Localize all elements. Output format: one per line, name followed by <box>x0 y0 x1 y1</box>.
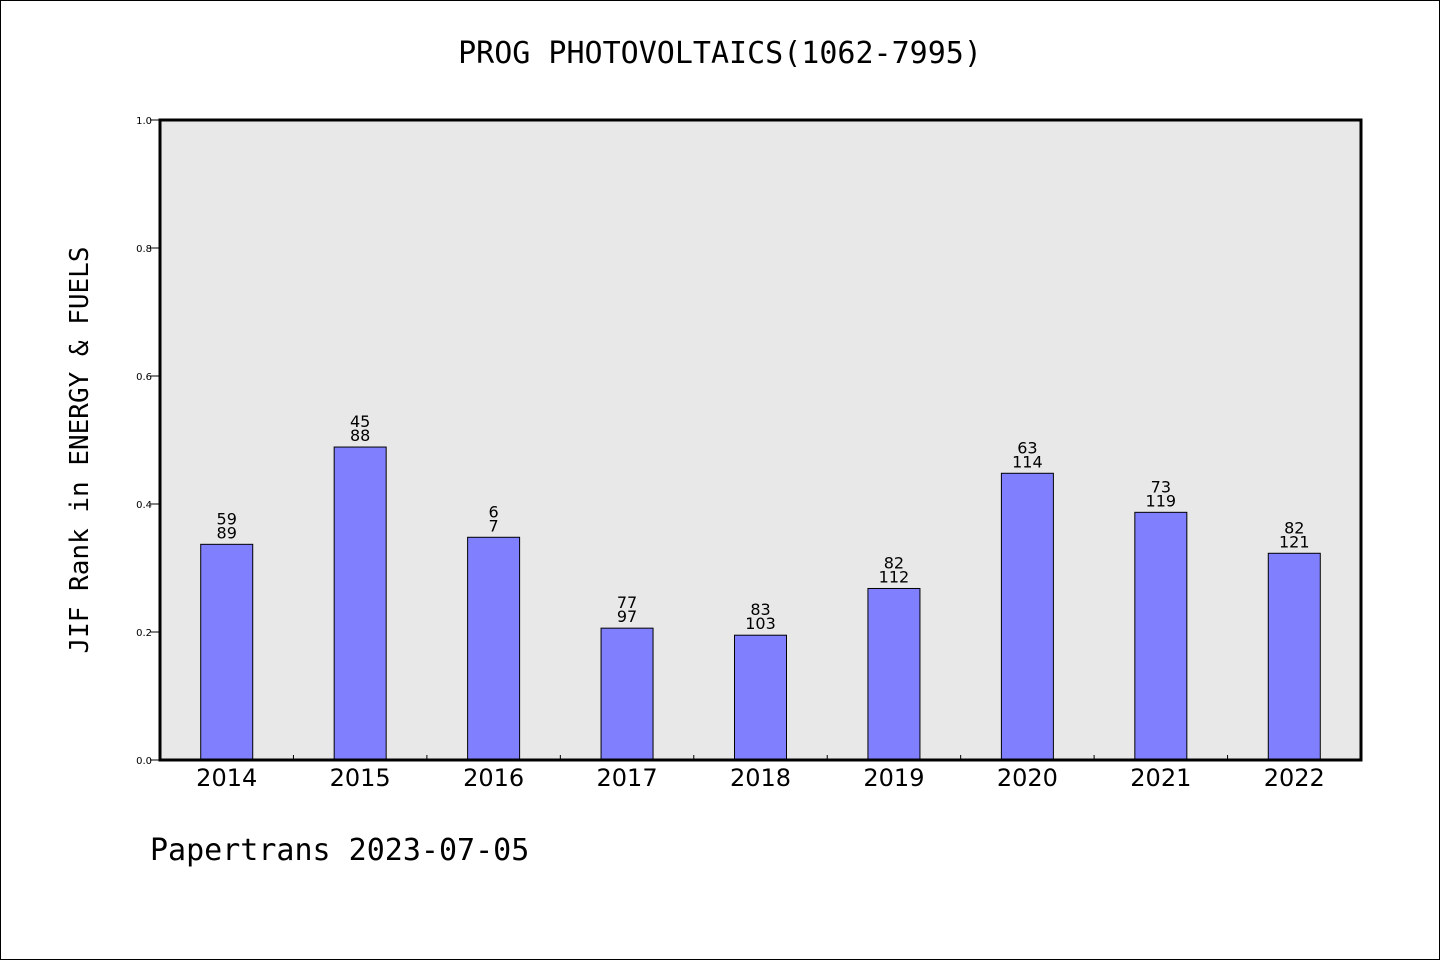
bar-rank-label: 83 <box>750 600 770 619</box>
bar-total-label: 88 <box>350 426 370 445</box>
footer-credit: Papertrans 2023-07-05 <box>150 833 530 868</box>
bar <box>1134 511 1188 761</box>
bar-total-label: 89 <box>217 523 237 542</box>
bar <box>200 543 254 761</box>
bar-rank-label: 77 <box>617 593 637 612</box>
bar-total-label: 112 <box>879 567 910 586</box>
y-tick-label: 0.0 <box>136 756 152 767</box>
bar-total-label: 7 <box>489 516 499 535</box>
bar-rank-label: 73 <box>1151 477 1171 496</box>
bar-rank-label: 63 <box>1017 438 1037 457</box>
x-tick-label: 2022 <box>1264 764 1325 792</box>
x-tick-label: 2018 <box>730 764 791 792</box>
bar <box>467 536 521 761</box>
bar-rank-label: 6 <box>489 502 499 521</box>
x-tick-label: 2014 <box>196 764 257 792</box>
y-tick-label: 0.2 <box>136 628 152 639</box>
bar <box>600 627 654 761</box>
bar-rank-label: 82 <box>1284 518 1304 537</box>
y-tick-label: 0.6 <box>136 372 152 383</box>
bar-rank-label: 82 <box>884 553 904 572</box>
chart-title: PROG PHOTOVOLTAICS(1062-7995) <box>458 36 982 71</box>
bar <box>1267 552 1321 761</box>
x-tick-label: 2016 <box>463 764 524 792</box>
bar-total-label: 103 <box>745 614 776 633</box>
y-tick-label: 1.0 <box>136 116 152 127</box>
bar <box>1000 472 1054 761</box>
bar <box>333 446 387 761</box>
bar <box>867 587 921 761</box>
bar <box>734 634 787 761</box>
x-tick-label: 2017 <box>597 764 658 792</box>
bar-total-label: 114 <box>1012 452 1043 471</box>
x-tick-label: 2015 <box>330 764 391 792</box>
bar-total-label: 97 <box>617 607 637 626</box>
plot-border <box>158 118 1363 762</box>
bar-total-label: 121 <box>1279 532 1310 551</box>
y-tick-label: 0.4 <box>136 500 152 511</box>
bar-total-label: 119 <box>1146 491 1177 510</box>
y-tick-label: 0.8 <box>136 244 152 255</box>
x-tick-label: 2021 <box>1130 764 1191 792</box>
bar-rank-label: 59 <box>217 509 237 528</box>
bar-rank-label: 45 <box>350 412 370 431</box>
x-tick-label: 2019 <box>863 764 924 792</box>
x-tick-label: 2020 <box>997 764 1058 792</box>
